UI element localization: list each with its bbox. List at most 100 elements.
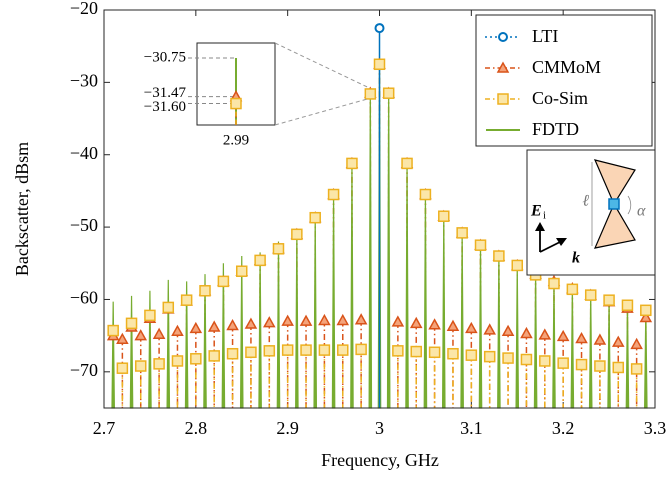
y-tick-label: −20 [70, 0, 98, 18]
marker [171, 355, 184, 367]
marker [483, 350, 496, 363]
marker [374, 23, 385, 34]
marker [300, 344, 312, 356]
marker [226, 347, 239, 360]
marker [236, 265, 248, 277]
marker [575, 358, 588, 371]
legend-label: CMMoM [532, 57, 601, 77]
marker [116, 332, 129, 345]
marker [171, 324, 184, 337]
marker [538, 328, 552, 340]
inset-x-tick-label: 2.99 [223, 132, 249, 148]
marker [207, 320, 221, 332]
inset-y-tick-label: −30.75 [144, 49, 186, 65]
marker [373, 58, 386, 71]
legend-swatch [497, 93, 509, 105]
marker [152, 327, 166, 339]
marker [612, 361, 625, 374]
marker [226, 318, 239, 331]
field-subscript: i [543, 210, 546, 222]
marker [254, 254, 266, 267]
y-tick-label: −40 [70, 143, 98, 163]
x-tick-label: 3.3 [644, 418, 667, 438]
marker [556, 329, 570, 342]
marker [354, 313, 368, 325]
arrow-head [556, 238, 567, 246]
marker [566, 283, 579, 296]
marker [502, 352, 514, 364]
marker [419, 188, 432, 201]
marker [640, 304, 652, 317]
marker [520, 353, 533, 366]
marker [144, 309, 156, 322]
marker [337, 344, 349, 356]
marker [465, 349, 478, 361]
x-tick-label: 3 [375, 418, 384, 438]
series-group [106, 23, 653, 409]
marker [594, 360, 606, 372]
marker [263, 345, 276, 357]
y-tick-label: −70 [70, 360, 98, 380]
marker [382, 87, 395, 99]
marker [456, 227, 468, 239]
marker [199, 285, 211, 297]
marker [410, 345, 422, 358]
marker [557, 357, 569, 369]
antenna-arm [593, 202, 636, 249]
marker [539, 355, 551, 367]
marker [336, 313, 350, 326]
legend-label: LTI [532, 26, 558, 46]
inset-y-tick-label: −31.47 [144, 85, 187, 101]
inset: −30.75 −31.47−31.60 2.99 [144, 42, 368, 148]
marker [438, 210, 450, 222]
marker [593, 333, 607, 345]
marker [245, 346, 257, 359]
marker [346, 157, 358, 170]
antenna-diagram: ℓ α E i k [526, 149, 656, 276]
marker [584, 289, 597, 301]
marker [134, 329, 148, 341]
zoom-line [274, 98, 368, 126]
zoom-line [274, 42, 368, 88]
marker [603, 294, 615, 306]
marker [465, 321, 478, 334]
marker [230, 97, 242, 110]
field-label: E [530, 203, 542, 220]
marker [299, 314, 313, 326]
marker [263, 316, 276, 328]
marker [611, 335, 625, 347]
x-tick-label: 2.9 [276, 418, 299, 438]
marker [483, 323, 496, 335]
marker [116, 362, 129, 374]
marker [125, 317, 138, 330]
marker [272, 243, 285, 255]
marker [281, 344, 294, 356]
wave-arrow [539, 241, 561, 253]
length-label: ℓ [582, 193, 589, 210]
marker [630, 337, 643, 350]
y-axis-label: Backscatter, dBsm [12, 142, 32, 276]
marker [501, 324, 515, 337]
marker [621, 299, 634, 311]
marker [428, 318, 441, 330]
marker [446, 319, 460, 331]
x-tick-label: 3.1 [460, 418, 483, 438]
marker [309, 211, 321, 224]
marker [447, 347, 459, 360]
legend-swatch [496, 61, 510, 73]
marker [162, 301, 175, 314]
x-tick-label: 2.7 [93, 418, 116, 438]
marker [428, 346, 441, 359]
angle-arc [627, 195, 632, 215]
legend-swatch [498, 32, 508, 42]
legend: LTI CMMoM Co-Sim FDTD [475, 14, 653, 147]
marker [355, 343, 367, 356]
antenna-arm [593, 159, 636, 206]
marker [511, 259, 523, 272]
marker [474, 239, 487, 251]
marker [392, 345, 404, 357]
marker [281, 314, 294, 326]
marker [217, 275, 230, 288]
marker [291, 228, 303, 241]
